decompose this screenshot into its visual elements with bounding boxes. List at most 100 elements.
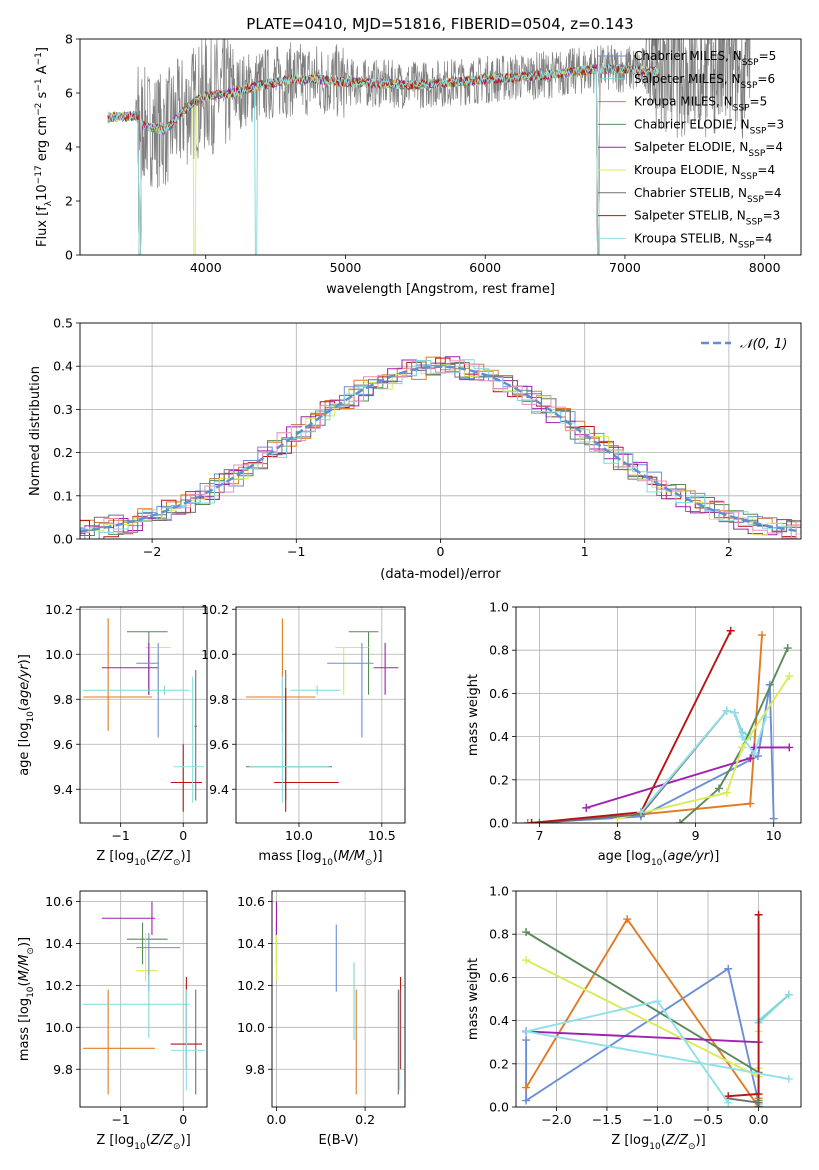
weight-point-marker [726, 626, 735, 635]
y-tick-label: 0.4 [489, 1013, 509, 1028]
weight-point-marker [738, 732, 747, 741]
y-axis-label: Normed distribution [28, 366, 43, 496]
weight-series-line [640, 709, 767, 813]
weight-point-marker [784, 990, 793, 999]
y-tick-label: 10.4 [45, 936, 73, 951]
y-tick-label: 0.8 [489, 927, 509, 942]
weight-point-marker [730, 708, 739, 717]
weight-point-marker [754, 910, 763, 919]
weight-point-marker [675, 819, 684, 823]
y-tick-label: 10.2 [201, 602, 229, 617]
y-tick-label: 0.2 [53, 445, 73, 460]
y-tick-label: 10.2 [45, 978, 73, 993]
y-axis-label: mass weight [466, 674, 481, 756]
plot-area [80, 323, 801, 539]
weight-point-marker [522, 1027, 531, 1036]
y-tick-label: 9.8 [53, 692, 73, 707]
x-tick-label: −1.0 [642, 1112, 672, 1127]
weight-point-marker [724, 964, 733, 973]
x-axis-label: Z [log10(Z/Z⊙)] [96, 849, 190, 868]
weight-point-marker [757, 631, 766, 640]
plot-area [236, 607, 405, 823]
y-tick-label: 0.2 [489, 772, 509, 787]
y-tick-label: 0.0 [53, 532, 73, 547]
legend-label: Chabrier STELIB, NSSP=4 [634, 186, 782, 205]
x-tick-label: 4000 [190, 260, 222, 275]
y-tick-label: 1.0 [489, 600, 509, 615]
legend-label: Chabrier MILES, NSSP=5 [634, 49, 776, 68]
y-axis-label: Flux [fλ10−17 erg cm−2 s−1 A−1] [34, 47, 54, 247]
chart-weight_vs_Z: −2.0 −1.5 −1.0 −0.5 0.0 0.0 0.2 0.4 0.6 0.8 1.0 Z [… [466, 884, 802, 1152]
y-tick-label: 10.0 [237, 1020, 265, 1035]
weight-series-line [531, 684, 775, 823]
x-tick-label: −1 [287, 544, 305, 559]
axes-frame [79, 322, 802, 540]
x-tick-label: 0.2 [355, 1112, 375, 1127]
weight-point-marker [738, 743, 747, 752]
x-tick-label: −2.0 [541, 1112, 571, 1127]
chart-weight_vs_age: 7 8 9 10 0.0 0.2 0.4 0.6 0.8 1.0 age [log10(age/yr… [466, 600, 802, 868]
x-tick-label: 8 [614, 828, 622, 843]
gaussian-curve [80, 365, 801, 533]
data-spectrum-line [107, 39, 751, 189]
residual-histogram [80, 357, 797, 539]
weight-point-marker [750, 749, 759, 758]
x-tick-label: 9 [692, 828, 700, 843]
weight-point-marker [535, 819, 544, 823]
axes-frame [79, 606, 208, 824]
weight-point-marker [522, 1083, 531, 1092]
y-axis-label: age [log10(age/yr)] [17, 654, 36, 776]
y-tick-label: 6 [65, 86, 73, 101]
y-tick-label: 9.4 [209, 782, 229, 797]
x-axis-label: wavelength [Angstrom, rest frame] [326, 282, 555, 297]
y-tick-label: 0 [65, 248, 73, 263]
x-tick-label: −1.5 [592, 1112, 622, 1127]
y-tick-label: 1.0 [489, 884, 509, 899]
legend-label: Chabrier ELODIE, NSSP=3 [634, 117, 784, 136]
weight-point-marker [715, 784, 724, 793]
axes-frame [515, 606, 802, 824]
y-tick-label: 10.6 [237, 894, 265, 909]
plot-area [80, 891, 207, 1107]
weight-series-line [757, 993, 790, 1105]
x-tick-label: 10.0 [285, 828, 313, 843]
chart-spectrum: 4000 5000 6000 7000 8000 0 2 4 6 8 Chabrier MILES,… [34, 32, 802, 297]
weight-point-marker [754, 1103, 763, 1107]
y-tick-label: 9.8 [209, 692, 229, 707]
weight-point-marker [522, 956, 531, 965]
axes-frame [271, 890, 406, 1108]
weight-point-marker [724, 1098, 733, 1107]
weight-point-marker [522, 1036, 531, 1045]
x-tick-label: 7 [535, 828, 543, 843]
legend-label: Kroupa STELIB, NSSP=4 [634, 231, 772, 250]
axes-frame [79, 38, 802, 256]
axes-frame [235, 606, 406, 824]
y-axis-label: mass [log10(M/M⊙)] [17, 937, 36, 1061]
weight-point-marker [769, 814, 778, 823]
x-axis-label: mass [log10(M/M⊙)] [258, 849, 382, 868]
y-tick-label: 10.4 [237, 936, 265, 951]
axes-frame [515, 890, 802, 1108]
y-tick-label: 0.0 [489, 816, 509, 831]
residual-histogram [80, 359, 792, 539]
chart-mass_vs_ebv: 0.0 0.2 9.8 10.0 10.2 10.4 10.6 E(B-V) [237, 890, 406, 1148]
model-spectrum-line [107, 62, 660, 255]
weight-point-marker [784, 1074, 793, 1083]
weight-point-marker [582, 803, 591, 812]
y-tick-label: 9.4 [53, 782, 73, 797]
x-axis-label: Z [log10(Z/Z⊙)] [611, 1133, 705, 1152]
y-tick-label: 4 [65, 140, 73, 155]
y-tick-label: 10.0 [201, 647, 229, 662]
y-tick-label: 0.2 [489, 1056, 509, 1071]
x-axis-label: age [log10(age/yr)] [598, 849, 720, 868]
x-tick-label: 2 [725, 544, 733, 559]
weight-series-line [586, 746, 790, 809]
weight-series-line [525, 931, 760, 1101]
y-tick-label: 9.8 [53, 1062, 73, 1077]
plot-area [107, 39, 751, 255]
weight-point-marker [722, 706, 731, 715]
chart-age_vs_mass: 10.0 10.5 9.4 9.6 9.8 10.0 10.2 mass [log10(M/M… [201, 602, 406, 868]
figure-title: PLATE=0410, MJD=51816, FIBERID=0504, z=0… [246, 15, 633, 33]
plot-area [516, 891, 801, 1107]
x-tick-label: 7000 [609, 260, 641, 275]
